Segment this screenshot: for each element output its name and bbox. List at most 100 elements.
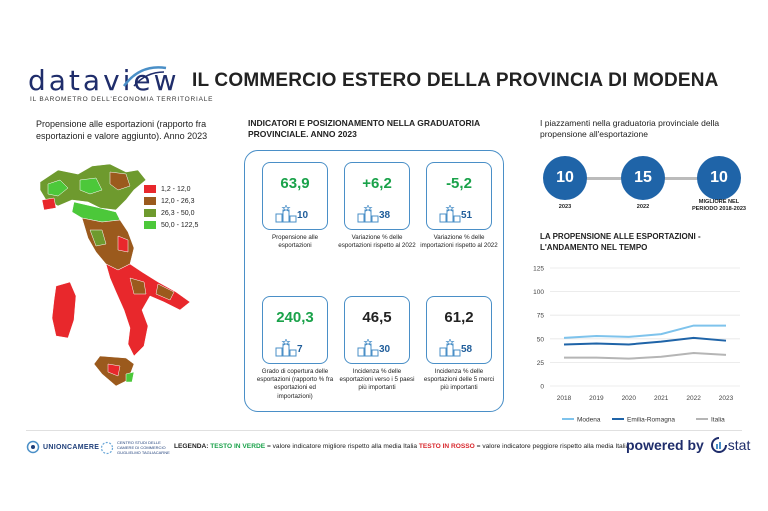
legend-green-desc: = valore indicatore migliore rispetto al… xyxy=(265,443,419,450)
rank-circle-best: 10 xyxy=(697,156,741,200)
chart-legend-label: Italia xyxy=(711,417,725,424)
map-region-liguria xyxy=(41,197,57,211)
chart-y-tick: 25 xyxy=(537,360,545,367)
chart-y-tick: 75 xyxy=(537,313,545,320)
chart-x-tick: 2018 xyxy=(557,395,572,402)
logo-subtitle: IL BAROMETRO DELL'ECONOMIA TERRITORIALE xyxy=(30,96,214,103)
chart-y-tick: 125 xyxy=(533,266,544,273)
indicator-caption: Incidenza % delle esportazioni verso i 5… xyxy=(339,368,415,392)
chart-x-tick: 2020 xyxy=(622,395,637,402)
rank-label-2023: 2023 xyxy=(558,204,572,210)
legend-label: 1,2 - 12,0 xyxy=(161,185,191,193)
indicator-value: 46,5 xyxy=(362,309,392,326)
stat-logo: stat xyxy=(710,436,751,454)
legend-label: 50,0 - 122,5 xyxy=(161,221,199,229)
map-region-sicilia-inner xyxy=(107,363,121,377)
chart-x-tick: 2019 xyxy=(589,395,604,402)
chart-y-tick: 50 xyxy=(537,336,545,343)
indicator-value: +6,2 xyxy=(362,175,392,192)
map-region-marche xyxy=(117,235,129,253)
unioncamere-icon xyxy=(26,440,40,454)
indicator-rank: 30 xyxy=(379,344,391,355)
map-legend-item: 50,0 - 122,5 xyxy=(144,220,198,230)
map-legend-item: 12,0 - 26,3 xyxy=(144,196,198,206)
chart-x-tick: 2022 xyxy=(686,395,701,402)
map-region-piemonte xyxy=(47,179,69,197)
indicator-card: +6,2 38 Variazione % delle esportazioni ri… xyxy=(338,162,416,250)
legend-red-desc: = valore indicatore peggiore rispetto al… xyxy=(474,443,630,450)
centro-studi-text: CENTRO STUDI DELLE CAMERE DI COMMERCIO G… xyxy=(117,440,170,455)
rank-circle-2023: 10 xyxy=(543,156,587,200)
indicator-value: 240,3 xyxy=(276,309,314,326)
map-region-toscana xyxy=(89,229,107,247)
centro-studi-icon xyxy=(100,441,114,454)
chart-legend-label: Modena xyxy=(577,417,601,424)
indicator-card: 240,3 7 Grado di copertura delle esportazi… xyxy=(257,296,333,401)
legend-red-label: TESTO IN ROSSO xyxy=(418,443,475,450)
indicator-caption: Variazione % delle esportazioni rispetto… xyxy=(338,234,416,250)
chart-legend-label: Emilia-Romagna xyxy=(627,417,675,424)
stat-logo-text: stat xyxy=(727,437,751,453)
unioncamere-text: UNIONCAMERE xyxy=(43,443,100,451)
legend-label: 26,3 - 50,0 xyxy=(161,209,195,217)
indicators-panel xyxy=(244,150,504,412)
chart-y-tick: 100 xyxy=(533,289,544,296)
powered-by: powered by stat xyxy=(626,436,750,454)
indicator-value: -5,2 xyxy=(446,175,472,192)
stat-logo-icon xyxy=(710,437,727,453)
podium-icon xyxy=(357,339,379,357)
dataview-logo: dataview IL BAROMETRO DELL'ECONOMIA TERR… xyxy=(28,62,213,110)
indicator-card-box: 240,3 7 xyxy=(262,296,328,364)
podium-icon xyxy=(275,339,297,357)
map-legend: 1,2 - 12,0 12,0 - 26,3 26,3 - 50,0 50,0 … xyxy=(144,184,198,232)
chart-x-tick: 2021 xyxy=(654,395,669,402)
legend-heading: LEGENDA: xyxy=(174,443,209,450)
indicator-card-box: 61,2 58 xyxy=(426,296,492,364)
indicator-rank: 51 xyxy=(461,210,473,221)
indicator-rank: 38 xyxy=(379,210,391,221)
chart-series-line xyxy=(563,324,727,339)
legend-swatch xyxy=(144,221,156,229)
legend-label: 12,0 - 26,3 xyxy=(161,197,195,205)
map-region-sardegna xyxy=(51,281,77,339)
chart-title: LA PROPENSIONE ALLE ESPORTAZIONI - L'AND… xyxy=(540,232,701,252)
map-region-campania xyxy=(129,277,147,295)
map-region-veneto xyxy=(109,171,131,191)
indicator-caption: Grado di copertura delle esportazioni (r… xyxy=(256,368,334,400)
map-region-south xyxy=(105,263,191,357)
rank-label-2022: 2022 xyxy=(636,204,650,210)
page-title: IL COMMERCIO ESTERO DELLA PROVINCIA DI M… xyxy=(192,70,719,91)
indicator-card-box: -5,2 51 xyxy=(426,162,492,230)
rank-label-best: MIGLIORE NEL PERIODO 2018-2023 xyxy=(691,199,747,212)
footer-legend: LEGENDA: TESTO IN VERDE = valore indicat… xyxy=(174,443,629,450)
map-legend-item: 1,2 - 12,0 xyxy=(144,184,198,194)
indicator-rank: 7 xyxy=(297,344,303,355)
ranking-title: I piazzamenti nella graduatoria provinci… xyxy=(540,118,720,139)
indicator-caption: Propensione alle esportazioni xyxy=(271,234,319,250)
map-region-lombardia xyxy=(79,177,103,195)
unioncamere-logo: UNIONCAMERE xyxy=(26,440,99,454)
podium-icon xyxy=(439,205,461,223)
indicator-caption: Incidenza % delle esportazioni delle 5 m… xyxy=(423,368,495,392)
footer-divider xyxy=(26,430,742,431)
indicator-caption: Variazione % delle importazioni rispetto… xyxy=(420,234,498,250)
podium-icon xyxy=(357,205,379,223)
indicator-value: 61,2 xyxy=(444,309,474,326)
indicator-card-box: +6,2 38 xyxy=(344,162,410,230)
rank-circle-2022: 15 xyxy=(621,156,665,200)
map-region-siracusa xyxy=(125,371,135,383)
chart-y-tick: 0 xyxy=(540,384,544,391)
logo-arc-icon xyxy=(122,66,167,87)
map-legend-item: 26,3 - 50,0 xyxy=(144,208,198,218)
legend-swatch xyxy=(144,209,156,217)
indicator-card-box: 46,5 30 xyxy=(344,296,410,364)
indicator-rank: 10 xyxy=(297,210,309,221)
indicator-card-box: 63,9 10 xyxy=(262,162,328,230)
legend-swatch xyxy=(144,185,156,193)
italy-map xyxy=(39,163,191,387)
indicators-title: INDICATORI E POSIZIONAMENTO NELLA GRADUA… xyxy=(248,118,480,139)
chart-series-line xyxy=(564,351,727,360)
chart-series-line xyxy=(563,336,727,346)
indicator-card: 61,2 58 Incidenza % delle esportazioni del… xyxy=(424,296,494,393)
podium-icon xyxy=(275,205,297,223)
